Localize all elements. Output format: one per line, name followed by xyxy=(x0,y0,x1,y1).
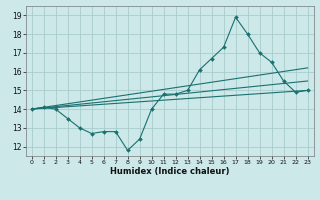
X-axis label: Humidex (Indice chaleur): Humidex (Indice chaleur) xyxy=(110,167,229,176)
